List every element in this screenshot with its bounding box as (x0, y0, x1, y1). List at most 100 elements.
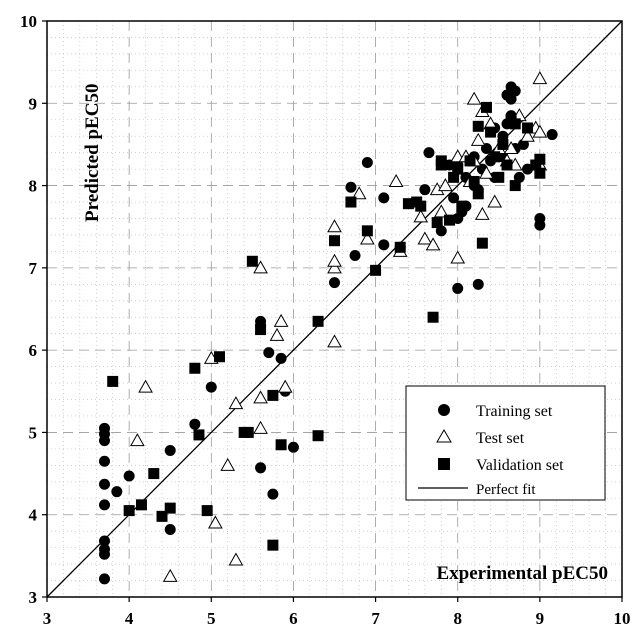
validation-point (189, 362, 201, 374)
validation-point (329, 235, 340, 247)
training-point (329, 277, 340, 289)
test-point (532, 124, 548, 138)
test-point (277, 379, 293, 393)
test-point (228, 552, 244, 566)
training-point (378, 239, 390, 251)
training-point (349, 250, 361, 262)
test-point (253, 260, 268, 274)
training-point (99, 435, 110, 447)
y-tick-label: 8 (29, 177, 38, 196)
validation-point (456, 200, 468, 212)
x-tick-label: 10 (614, 609, 631, 628)
test-point (425, 237, 441, 251)
training-point (419, 184, 431, 196)
validation-point (164, 502, 176, 514)
validation-point (468, 175, 480, 187)
validation-point (480, 101, 492, 113)
validation-point (267, 389, 279, 401)
test-point (360, 231, 375, 245)
validation-point (489, 151, 501, 163)
x-tick-label: 7 (371, 609, 380, 628)
test-point (388, 173, 404, 187)
training-point (205, 381, 217, 393)
validation-point (435, 155, 447, 167)
validation-point (452, 163, 464, 175)
validation-point (448, 171, 460, 183)
validation-point (255, 324, 267, 336)
validation-point (201, 505, 213, 517)
training-point (164, 524, 176, 536)
validation-point (267, 539, 279, 551)
training-point (189, 418, 201, 430)
validation-point (312, 430, 324, 442)
validation-point (135, 499, 147, 511)
validation-point (476, 237, 488, 249)
validation-point (509, 118, 521, 130)
validation-point (444, 214, 455, 226)
validation-point (464, 155, 476, 167)
training-point (452, 282, 464, 294)
test-point (413, 209, 429, 223)
validation-point (361, 225, 373, 237)
validation-point (501, 159, 513, 171)
validation-point (427, 311, 439, 323)
x-tick-label: 8 (453, 609, 462, 628)
training-point (472, 278, 484, 290)
y-tick-label: 9 (29, 94, 38, 113)
validation-point (509, 180, 521, 192)
test-point (253, 420, 268, 434)
y-tick-label: 5 (29, 423, 38, 442)
training-point (546, 129, 558, 141)
validation-point (415, 200, 427, 212)
training-point (99, 478, 110, 490)
training-point (267, 488, 279, 500)
test-point (520, 128, 535, 142)
validation-point (275, 439, 287, 451)
test-point (433, 204, 449, 218)
validation-point (123, 505, 135, 517)
test-point (327, 334, 342, 348)
training-point (99, 499, 110, 511)
training-point (164, 445, 176, 457)
test-point (532, 71, 548, 85)
test-point (470, 132, 486, 146)
test-point (417, 231, 433, 245)
validation-point (431, 217, 443, 229)
validation-point (534, 153, 546, 165)
y-axis-ticks: 3 4 5 6 7 8 9 10 (20, 12, 47, 607)
x-axis-ticks: 3 4 5 6 7 8 9 10 (43, 597, 631, 628)
test-point (130, 433, 145, 447)
test-point (220, 457, 236, 471)
validation-point (497, 138, 509, 150)
training-point (509, 85, 521, 97)
training-point (99, 455, 110, 467)
y-axis-title: Predicted pEC50 (82, 84, 103, 222)
legend-test-marker (436, 429, 452, 443)
y-tick-label: 4 (29, 506, 38, 525)
x-tick-label: 4 (125, 609, 134, 628)
x-tick-label: 3 (43, 609, 52, 628)
legend-fit-label: Perfect fit (476, 482, 536, 498)
y-tick-label: 10 (20, 12, 37, 31)
test-point (253, 390, 268, 404)
minor-grid (47, 21, 622, 597)
training-point (111, 486, 123, 498)
validation-point (472, 120, 484, 132)
plot-border (46, 20, 623, 598)
training-point (505, 93, 517, 105)
test-point (327, 260, 342, 274)
validation-point (156, 510, 168, 522)
test-point (450, 250, 466, 264)
validation-point (394, 241, 406, 253)
test-point (327, 253, 342, 267)
training-point (275, 352, 287, 364)
test-point (327, 219, 342, 233)
legend-test-label: Test set (476, 430, 525, 447)
test-point (438, 178, 453, 192)
legend-training-marker (438, 404, 450, 416)
training-point (263, 347, 275, 359)
validation-point (530, 159, 542, 171)
test-point (273, 313, 289, 327)
test-point (162, 568, 178, 582)
